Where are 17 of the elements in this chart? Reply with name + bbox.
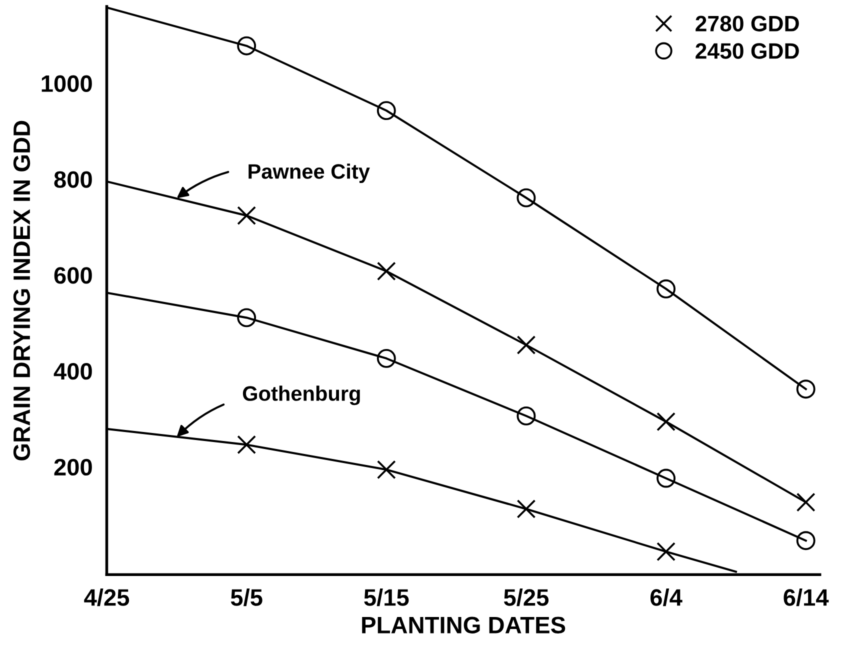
x-tick-label: 6/14 xyxy=(784,588,829,606)
x-tick-label: 5/5 xyxy=(230,588,262,606)
annotation: Pawnee City xyxy=(248,164,370,184)
y-tick-label: 600 xyxy=(54,267,92,284)
legend-label: 2780 GDD xyxy=(696,16,799,32)
annotation: Gothenburg xyxy=(242,386,360,406)
x-tick-label: 5/25 xyxy=(504,588,549,606)
x-tick-label: 5/15 xyxy=(364,588,409,606)
y-axis-title: GRAIN DRYING INDEX IN GDD xyxy=(13,120,30,460)
y-tick-label: 200 xyxy=(54,458,92,476)
x-tick-label: 4/25 xyxy=(84,588,130,606)
x-axis-title: PLANTING DATES xyxy=(362,616,566,634)
y-tick-label: 800 xyxy=(54,171,92,188)
legend-label: 2450 GDD xyxy=(696,43,799,59)
y-tick-label: 400 xyxy=(54,362,92,380)
y-tick-label: 1000 xyxy=(42,75,92,92)
x-tick-label: 6/4 xyxy=(650,588,682,606)
